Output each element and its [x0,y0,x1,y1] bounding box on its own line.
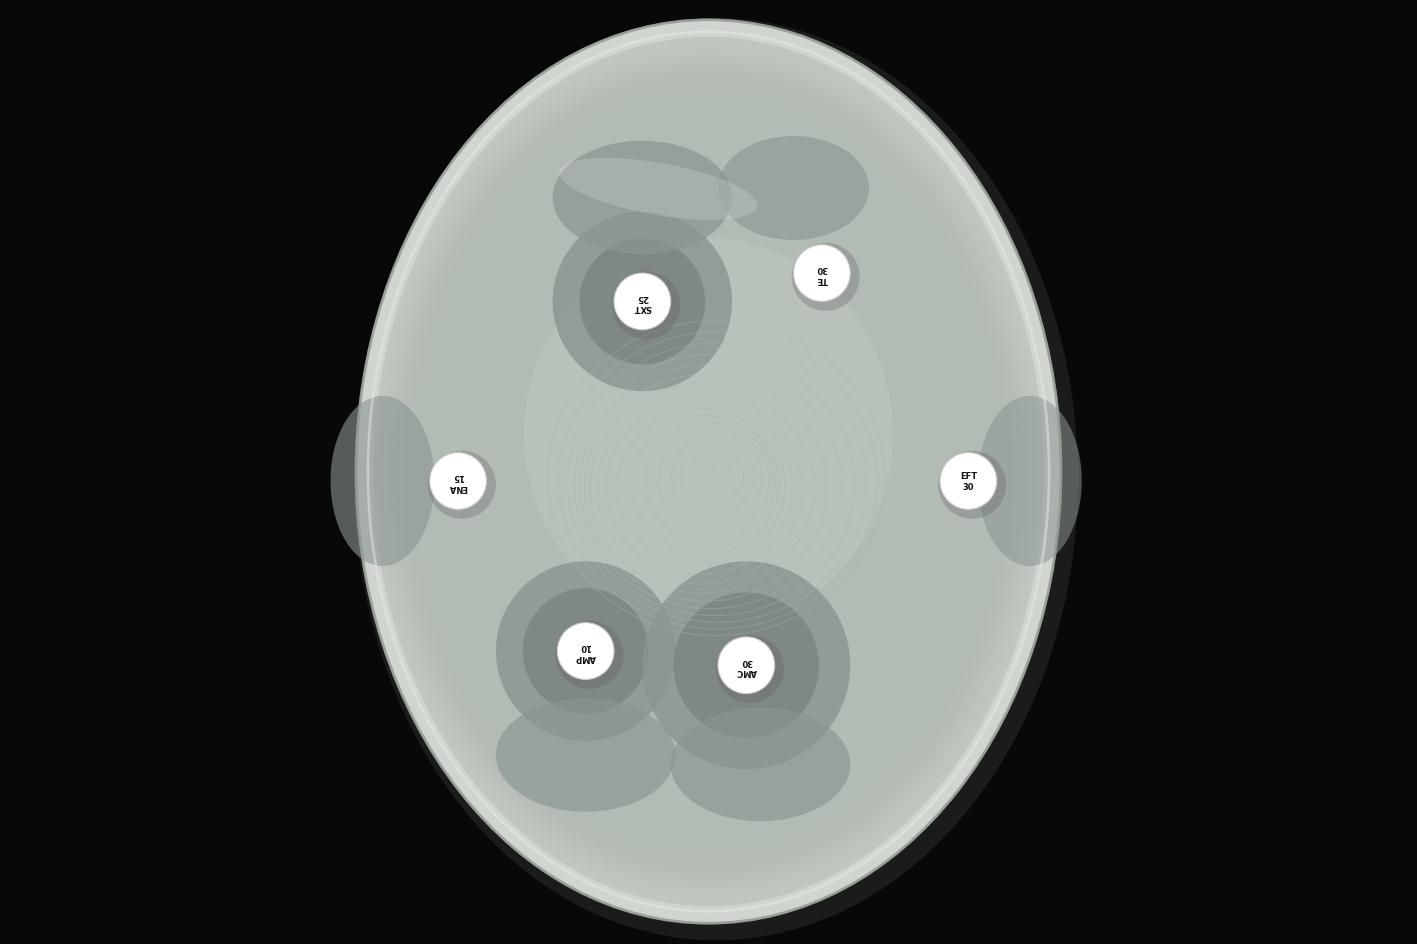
Ellipse shape [673,593,819,738]
Text: AMP
10: AMP 10 [575,642,597,661]
Circle shape [429,453,486,510]
Ellipse shape [642,562,850,769]
Text: TE
30: TE 30 [816,264,828,283]
Circle shape [938,451,1006,519]
Ellipse shape [558,159,758,221]
Circle shape [794,245,850,302]
Ellipse shape [496,562,676,741]
Circle shape [428,451,496,519]
Ellipse shape [373,38,1044,906]
Ellipse shape [718,137,869,241]
Ellipse shape [553,142,733,255]
Ellipse shape [354,19,1078,940]
Ellipse shape [330,396,435,566]
Ellipse shape [580,239,706,364]
Ellipse shape [523,589,649,714]
Circle shape [612,272,680,340]
Circle shape [792,244,860,312]
Text: SXT
25: SXT 25 [633,293,652,312]
Ellipse shape [978,396,1081,566]
Ellipse shape [553,212,733,392]
Circle shape [555,621,623,689]
Text: ENA
15: ENA 15 [449,472,468,491]
Circle shape [614,274,670,330]
Ellipse shape [670,708,850,821]
Circle shape [716,635,784,703]
Ellipse shape [524,239,893,630]
Circle shape [718,637,775,694]
Text: EFT
30: EFT 30 [959,472,976,491]
Circle shape [557,623,614,680]
Ellipse shape [496,699,676,812]
Ellipse shape [356,21,1061,923]
Text: AMC
30: AMC 30 [735,656,757,675]
Circle shape [939,453,996,510]
